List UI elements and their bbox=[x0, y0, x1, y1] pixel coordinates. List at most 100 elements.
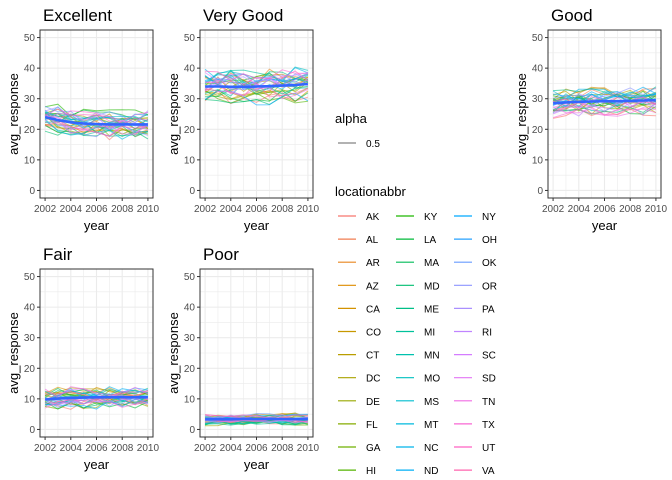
legend-label-co: CO bbox=[366, 328, 381, 339]
legend-label-ms: MS bbox=[424, 397, 439, 408]
legend-label-or: OR bbox=[482, 281, 497, 292]
legend-label-md: MD bbox=[424, 281, 440, 292]
facet-panel-fair: Fair 0 10 20 30 40 50 2002 2004 2006 2008 2010 year a… bbox=[6, 245, 159, 472]
x-tick-label: 2006 bbox=[245, 443, 268, 454]
y-tick-label: 50 bbox=[532, 33, 544, 44]
x-axis-title: year bbox=[84, 457, 110, 472]
legend-label-mt: MT bbox=[424, 420, 438, 431]
x-tick-label: 2002 bbox=[194, 443, 217, 454]
legend-label-ky: KY bbox=[424, 212, 438, 223]
facet-panel-excellent: Excellent 0 10 20 30 40 50 2002 2004 2006 2008 2010… bbox=[6, 6, 159, 233]
x-tick-label: 2008 bbox=[619, 204, 642, 215]
y-tick-label: 50 bbox=[184, 33, 196, 44]
y-tick-label: 30 bbox=[532, 94, 544, 105]
legend-label-la: LA bbox=[424, 235, 437, 246]
y-tick-label: 50 bbox=[24, 272, 36, 283]
x-tick-label: 2004 bbox=[568, 204, 591, 215]
y-tick-label: 40 bbox=[24, 303, 36, 314]
y-tick-label: 40 bbox=[24, 64, 36, 75]
legend-label-mn: MN bbox=[424, 351, 440, 362]
series-line-tn bbox=[45, 116, 149, 135]
x-tick-label: 2006 bbox=[245, 204, 268, 215]
y-tick-label: 0 bbox=[29, 186, 35, 197]
series-line-tn bbox=[204, 86, 309, 100]
x-axis-title: year bbox=[592, 218, 618, 233]
y-tick-label: 20 bbox=[184, 364, 196, 375]
legend-label-sd: SD bbox=[482, 374, 496, 385]
series-line-ut bbox=[205, 70, 309, 82]
y-tick-label: 40 bbox=[532, 64, 544, 75]
series-line-la bbox=[44, 401, 149, 410]
legend-label-ok: OK bbox=[482, 258, 497, 269]
legend-label-fl: FL bbox=[366, 420, 378, 431]
x-tick-label: 2006 bbox=[85, 443, 108, 454]
x-tick-label: 2002 bbox=[194, 204, 217, 215]
y-axis-title: avg_response bbox=[166, 73, 181, 155]
panel-title: Fair bbox=[43, 245, 73, 264]
legend-label-tx: TX bbox=[482, 420, 495, 431]
facet-panel-good: Good 0 10 20 30 40 50 2002 2004 2006 2008 2010 year a… bbox=[514, 6, 667, 233]
y-axis-title: avg_response bbox=[514, 73, 529, 155]
y-axis-title: avg_response bbox=[6, 73, 21, 155]
smooth-trend-line bbox=[205, 82, 309, 89]
series-line-tn bbox=[44, 386, 149, 398]
facet-panel-very-good: Very Good 0 10 20 30 40 50 2002 2004 2006 2008 2010… bbox=[166, 6, 319, 233]
x-axis-title: year bbox=[244, 457, 270, 472]
series-line-ut bbox=[552, 101, 656, 116]
x-tick-label: 2010 bbox=[137, 443, 160, 454]
legend-label-al: AL bbox=[366, 235, 379, 246]
legend-label-ri: RI bbox=[482, 328, 492, 339]
x-tick-label: 2008 bbox=[111, 204, 134, 215]
y-tick-label: 20 bbox=[184, 125, 196, 136]
series-line-va bbox=[45, 390, 149, 401]
legend-label-tn: TN bbox=[482, 397, 495, 408]
legend-label-nc: NC bbox=[424, 443, 438, 454]
legend-label-nd: ND bbox=[424, 466, 438, 477]
legend-label-ga: GA bbox=[366, 443, 381, 454]
y-axis-title: avg_response bbox=[166, 312, 181, 394]
y-tick-label: 20 bbox=[24, 125, 36, 136]
smooth-trend-line bbox=[45, 395, 148, 401]
series-line-va bbox=[44, 121, 148, 137]
legend-location-title: locationabbr bbox=[335, 184, 406, 199]
legend-label-ak: AK bbox=[366, 212, 380, 223]
legend-label-ny: NY bbox=[482, 212, 496, 223]
x-tick-label: 2010 bbox=[137, 204, 160, 215]
smooth-trend-line bbox=[44, 115, 148, 126]
y-tick-label: 30 bbox=[24, 333, 36, 344]
smooth-trend-line bbox=[553, 98, 656, 105]
series-line-va bbox=[204, 81, 309, 98]
legend-label-ma: MA bbox=[424, 258, 439, 269]
legend-label-va: VA bbox=[482, 466, 495, 477]
legend-label-sc: SC bbox=[482, 351, 496, 362]
series-line-tx bbox=[44, 397, 149, 408]
x-tick-label: 2010 bbox=[645, 204, 668, 215]
legend-label-de: DE bbox=[366, 397, 380, 408]
x-tick-label: 2006 bbox=[85, 204, 108, 215]
series-line-tx bbox=[205, 69, 308, 85]
series-line-sc bbox=[204, 72, 309, 89]
y-tick-label: 40 bbox=[184, 64, 196, 75]
facet-panel-poor: Poor 0 10 20 30 40 50 2002 2004 2006 2008 2010 year a… bbox=[166, 245, 319, 472]
x-axis-title: year bbox=[84, 218, 110, 233]
series-line-hi bbox=[204, 90, 308, 104]
x-tick-label: 2004 bbox=[220, 204, 243, 215]
legend-label-me: ME bbox=[424, 304, 439, 315]
series-line-sd bbox=[552, 96, 657, 109]
x-tick-label: 2002 bbox=[34, 443, 57, 454]
y-tick-label: 50 bbox=[184, 272, 196, 283]
y-tick-label: 30 bbox=[184, 94, 196, 105]
series-line-ky bbox=[45, 103, 149, 117]
x-tick-label: 2008 bbox=[271, 204, 294, 215]
x-axis-title: year bbox=[244, 218, 270, 233]
legend-alpha-label: 0.5 bbox=[366, 139, 380, 150]
y-tick-label: 0 bbox=[189, 186, 195, 197]
y-tick-label: 20 bbox=[24, 364, 36, 375]
series-line-pa bbox=[44, 106, 149, 124]
y-tick-label: 10 bbox=[184, 394, 196, 405]
legend-label-dc: DC bbox=[366, 374, 380, 385]
panel-title: Excellent bbox=[43, 6, 112, 25]
y-tick-label: 0 bbox=[29, 425, 35, 436]
y-tick-label: 10 bbox=[532, 155, 544, 166]
legend-label-oh: OH bbox=[482, 235, 497, 246]
